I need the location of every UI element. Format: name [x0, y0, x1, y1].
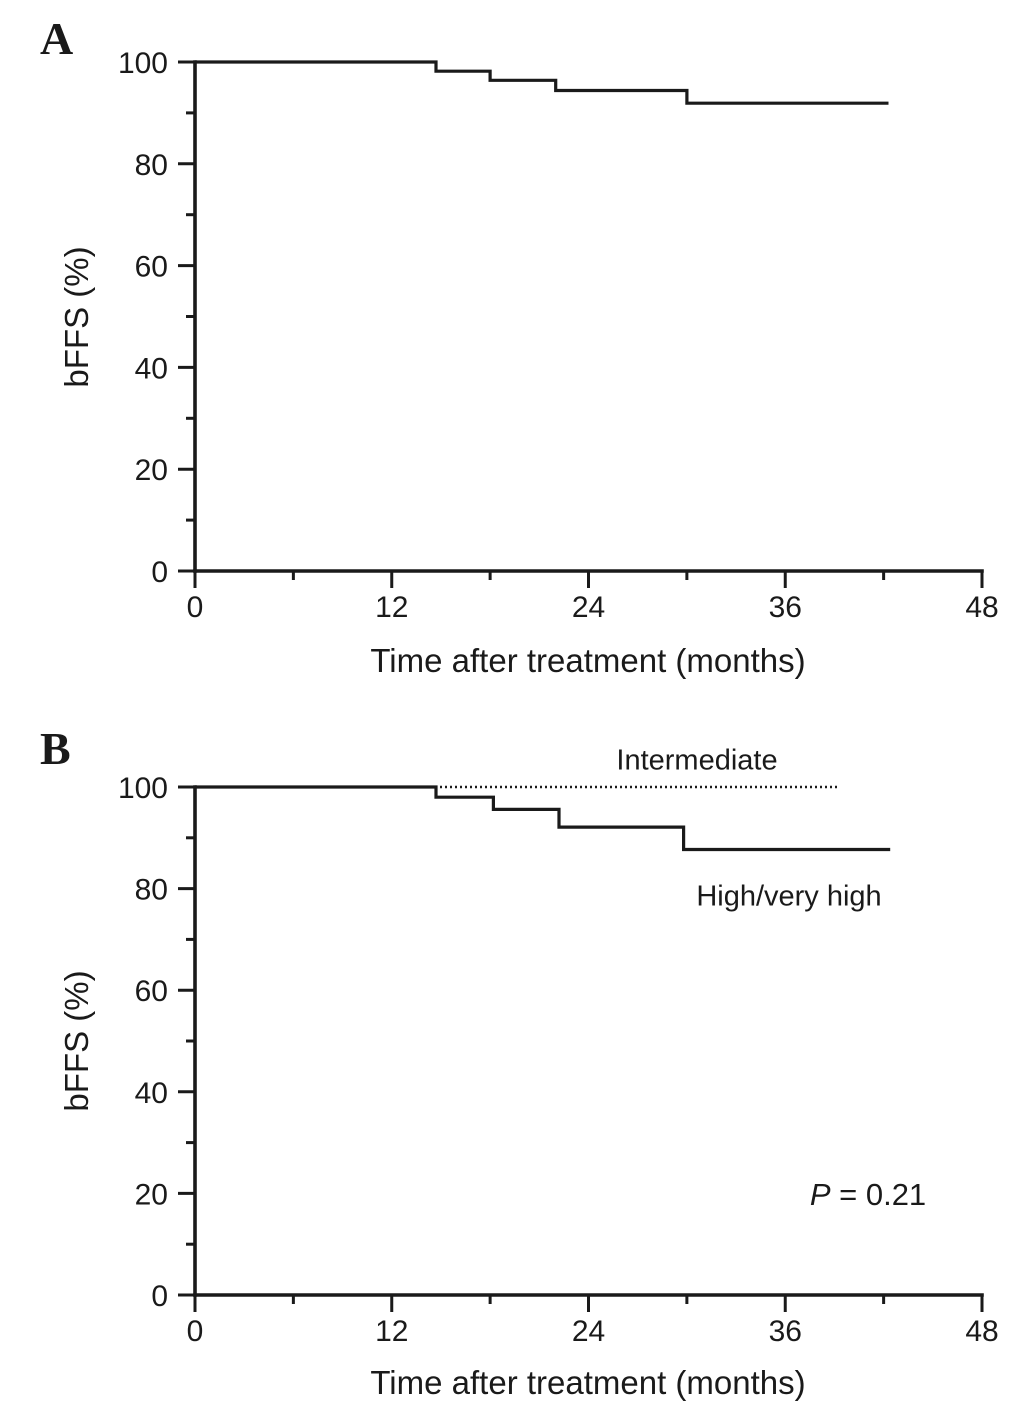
x-tick-label: 12	[375, 591, 408, 624]
legend-intermediate-label: Intermediate	[616, 744, 778, 777]
legend-high-very-high-label: High/very high	[696, 880, 882, 913]
p-value-annotation: P = 0.21	[810, 1177, 926, 1213]
y-tick-label: 40	[135, 1077, 168, 1110]
y-tick-label: 60	[135, 975, 168, 1008]
y-tick-label: 80	[135, 874, 168, 907]
x-tick-label: 0	[187, 591, 204, 624]
y-tick-label: 80	[135, 149, 168, 182]
x-tick-label: 24	[572, 591, 605, 624]
x-tick-label: 12	[375, 1315, 408, 1348]
panel-b-x-axis-title: Time after treatment (months)	[370, 1364, 806, 1401]
x-tick-label: 24	[572, 1315, 605, 1348]
panel-B-plot: 0 20 40 60 80 100 0 12 24 36 48	[118, 772, 999, 1348]
y-tick-label: 100	[118, 772, 168, 805]
y-tick-label: 20	[135, 454, 168, 487]
series-curve	[195, 60, 889, 105]
y-tick-label: 60	[135, 251, 168, 284]
x-tick-label: 36	[769, 591, 802, 624]
p-symbol: P	[809, 1177, 831, 1212]
series-high-very-high	[195, 785, 891, 852]
y-tick-label: 0	[151, 1280, 168, 1313]
panel-b-y-axis-title: bFFS (%)	[58, 970, 95, 1112]
y-tick-label: 100	[118, 47, 168, 80]
x-tick-label: 0	[187, 1315, 204, 1348]
panel-a-x-axis-title: Time after treatment (months)	[370, 642, 806, 679]
y-tick-label: 40	[135, 352, 168, 385]
panel-b-label: B	[40, 723, 71, 774]
panel-a-label: A	[40, 13, 74, 64]
x-tick-label: 36	[769, 1315, 802, 1348]
y-tick-label: 20	[135, 1178, 168, 1211]
panel-a-y-axis-title: bFFS (%)	[58, 246, 95, 388]
x-tick-label: 48	[965, 591, 998, 624]
panel-A-plot: 0 20 40 60 80 100 0 12 24 36 48	[118, 47, 999, 624]
p-value-text: = 0.21	[830, 1177, 927, 1212]
y-tick-label: 0	[151, 556, 168, 589]
x-tick-label: 48	[965, 1315, 998, 1348]
